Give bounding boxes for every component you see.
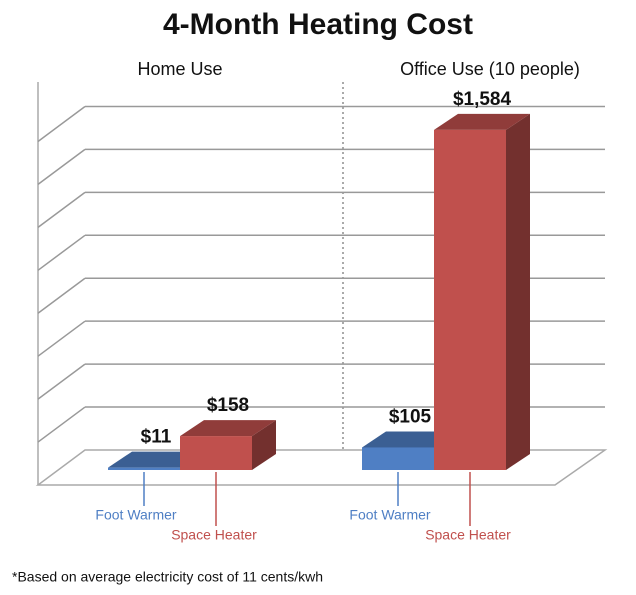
value-label: $105 [389,406,432,427]
grid-line [37,277,86,314]
bar-side [506,113,530,470]
series-label: Foot Warmer [349,507,430,523]
bar-side [252,420,276,470]
bar-top [434,113,530,130]
grid-line [37,191,86,228]
bar-top [180,420,276,437]
grid-line [37,363,86,400]
chart-title: 4-Month Heating Cost [163,8,473,41]
series-label: Space Heater [425,527,511,543]
grid-line [37,105,86,143]
bar [434,129,506,470]
bar [362,447,434,470]
grid-line [37,406,86,443]
category-label: Home Use [137,59,222,79]
grid-line [37,148,86,186]
value-label: $158 [207,395,249,416]
grid-line [37,234,86,271]
grid-line [37,320,86,357]
value-label: $11 [141,427,172,448]
bar [180,436,252,470]
footnote: *Based on average electricity cost of 11… [12,569,323,585]
category-label: Office Use (10 people) [400,59,580,79]
bar [108,467,180,470]
series-label: Space Heater [171,527,257,543]
value-label: $1,584 [453,89,512,110]
series-label: Foot Warmer [95,507,176,523]
